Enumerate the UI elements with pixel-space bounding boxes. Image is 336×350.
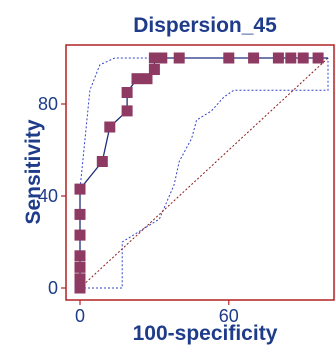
- ci-lower-line: [80, 58, 329, 289]
- chart-title: Dispersion_45: [133, 14, 277, 37]
- roc-point: [297, 52, 309, 64]
- roc-point: [272, 52, 284, 64]
- y-tick-label: 40: [38, 186, 58, 206]
- roc-point: [74, 183, 86, 195]
- roc-point: [96, 156, 108, 167]
- roc-point: [74, 229, 86, 241]
- reference-diagonal: [79, 57, 329, 289]
- roc-point: [74, 273, 86, 285]
- roc-point: [74, 261, 86, 273]
- roc-point: [156, 52, 168, 64]
- roc-point: [74, 208, 86, 220]
- plot-frame: [65, 44, 335, 301]
- roc-point: [131, 73, 143, 85]
- roc-point: [74, 250, 86, 262]
- roc-markers: [74, 52, 324, 294]
- roc-point: [121, 105, 133, 117]
- roc-point: [121, 87, 133, 98]
- roc-point: [141, 73, 153, 85]
- x-tick-label: 0: [75, 306, 85, 326]
- y-tick-label: 0: [48, 278, 58, 298]
- roc-point: [74, 282, 86, 294]
- y-tick-label: 80: [38, 94, 58, 114]
- roc-point: [104, 121, 116, 133]
- roc-point: [312, 52, 324, 64]
- roc-point: [248, 52, 260, 64]
- roc-point: [148, 64, 160, 75]
- diagonal-line: [79, 57, 329, 289]
- roc-point: [285, 52, 297, 64]
- y-axis-label: Sensitivity: [22, 119, 45, 224]
- roc-point: [223, 52, 235, 64]
- axis-ticks: 0 60 0 40 80: [38, 94, 239, 326]
- x-tick-label: 60: [219, 306, 239, 326]
- roc-point: [173, 52, 185, 64]
- x-axis-label: 100-specificity: [133, 322, 278, 345]
- roc-point: [148, 52, 160, 64]
